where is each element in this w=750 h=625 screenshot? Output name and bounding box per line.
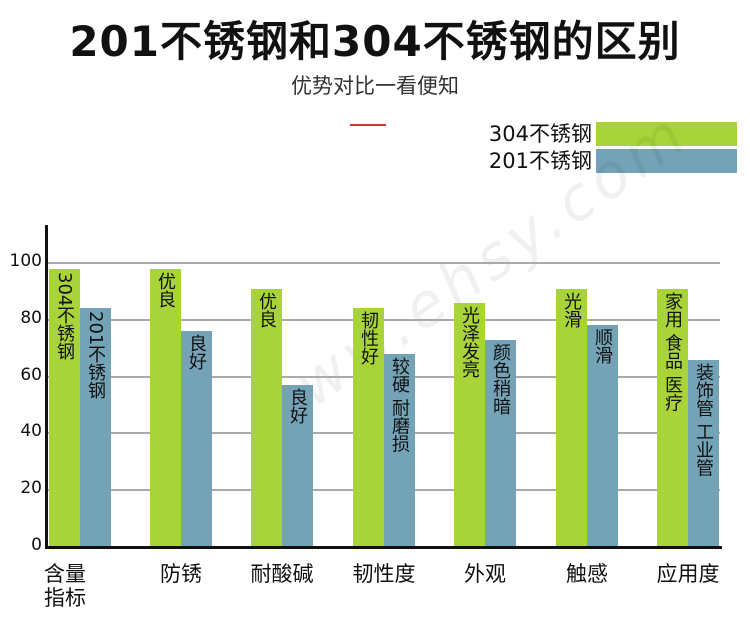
x-axis: [45, 546, 722, 549]
bar-304: [657, 288, 688, 547]
bar-304: [251, 288, 282, 547]
y-tick-label: 80: [20, 307, 42, 328]
bar-304: [49, 268, 80, 547]
x-tick-label: 防锈: [160, 562, 202, 586]
bar-label: 优良: [155, 271, 176, 308]
legend-label: 304不锈钢: [488, 122, 592, 146]
bar-201: [485, 339, 516, 547]
bar-label: 良好: [186, 334, 207, 371]
bar-label: 光滑: [561, 291, 582, 328]
bar-304: [556, 288, 587, 547]
bar-label: 顺滑: [592, 328, 613, 365]
bar-304: [454, 302, 485, 547]
x-tick-label: 应用度: [656, 562, 720, 586]
bar-304: [353, 308, 384, 547]
x-tick-label: 外观: [464, 562, 506, 586]
y-axis: [45, 225, 48, 549]
bar-label: 201不锈钢: [85, 311, 106, 400]
legend-swatch: [596, 149, 737, 173]
y-tick-label: 100: [9, 251, 42, 271]
decorative-divider: [350, 124, 386, 126]
gridline: [47, 262, 720, 264]
bar-201: [384, 353, 415, 547]
bar-201: [587, 325, 618, 547]
x-tick-label: 触感: [566, 562, 608, 586]
bar-304: [150, 268, 181, 547]
bar-201: [181, 331, 212, 547]
legend-swatch: [596, 122, 737, 146]
bar-label: 韧性好: [358, 311, 379, 366]
legend-item: 201不锈钢: [470, 149, 740, 173]
x-tick-label: 耐酸碱: [250, 562, 314, 586]
y-tick-label: 60: [20, 364, 42, 385]
bar-label: 家用 食品 医疗: [662, 291, 683, 411]
bar-label: 304不锈钢: [54, 271, 75, 361]
bar-label: 良好: [287, 388, 308, 425]
bar-label: 装饰管 工业管: [693, 362, 714, 477]
legend-label: 201不锈钢: [488, 149, 592, 173]
bar-label: 光泽发亮: [459, 305, 480, 378]
chart-subtitle: 优势对比一看便知: [291, 74, 459, 98]
x-tick-label: 含量指标: [44, 562, 86, 610]
chart-title: 201不锈钢和304不锈钢的区别: [69, 17, 681, 66]
bar-label: 较硬 耐磨损: [389, 356, 410, 453]
x-tick-label: 韧性度: [352, 562, 416, 586]
bar-201: [282, 385, 313, 547]
y-tick-label: 40: [20, 421, 42, 442]
y-tick-label: 20: [20, 478, 42, 499]
y-tick-label: 0: [31, 535, 42, 555]
bar-label: 优良: [256, 291, 277, 328]
legend-item: 304不锈钢: [470, 122, 740, 146]
bar-201: [80, 308, 111, 547]
bar-201: [688, 359, 719, 547]
bar-label: 颜色稍暗: [490, 342, 511, 415]
